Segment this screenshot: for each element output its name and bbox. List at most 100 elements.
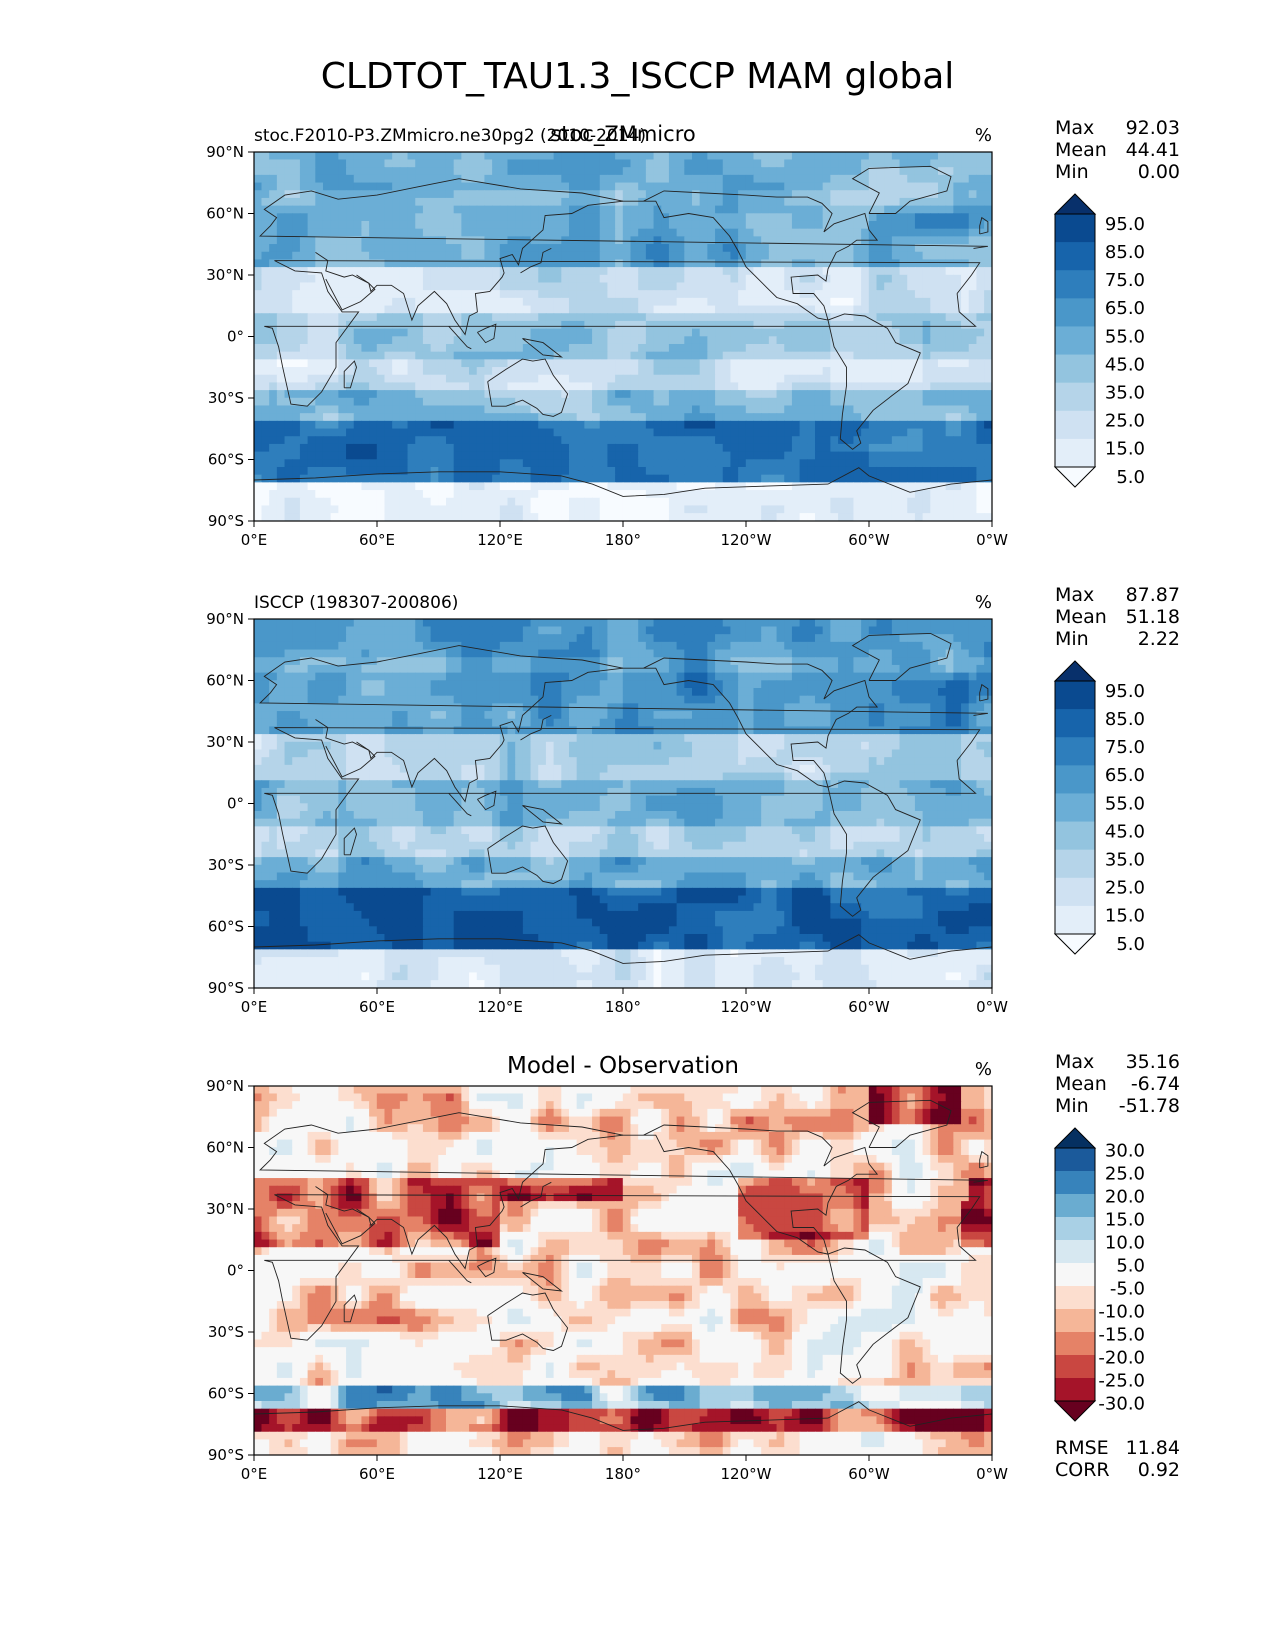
field-cell [676, 267, 685, 276]
field-cell [645, 313, 655, 322]
field-cell [284, 205, 293, 214]
field-cell [715, 259, 724, 268]
field-cell [469, 236, 478, 245]
field-cell [776, 205, 785, 214]
field-cell [576, 213, 585, 222]
field-cell [622, 328, 632, 337]
field-cell [768, 251, 778, 261]
field-cell [630, 190, 639, 199]
field-cell [814, 220, 824, 230]
field-cell [353, 259, 363, 268]
field-cell [284, 197, 293, 207]
field-cell [384, 259, 393, 268]
field-cell [922, 220, 931, 230]
field-cell [707, 282, 716, 291]
field-cell [738, 374, 747, 384]
field-cell [691, 259, 701, 268]
field-cell [622, 159, 632, 168]
field-cell [930, 374, 939, 384]
field-cell [922, 320, 931, 330]
field-cell [522, 634, 532, 643]
field-cell [868, 359, 878, 368]
field-cell [861, 274, 870, 284]
field-cell [392, 244, 401, 253]
field-cell [691, 267, 701, 276]
field-cell [284, 313, 293, 322]
field-cell [937, 351, 947, 360]
field-cell [945, 152, 954, 161]
field-cell [768, 259, 778, 268]
field-cell [853, 274, 862, 284]
field-cell [845, 167, 855, 176]
field-cell [968, 359, 978, 368]
field-cell [730, 313, 739, 322]
field-cell [530, 182, 539, 191]
field-cell [799, 244, 808, 253]
field-cell [338, 290, 347, 299]
field-cell [307, 174, 316, 184]
field-cell [937, 205, 947, 214]
field-cell [307, 619, 316, 628]
field-cell [353, 159, 363, 168]
field-cell [676, 328, 685, 337]
field-cell [653, 228, 662, 237]
field-cell [399, 167, 409, 176]
field-cell [768, 205, 778, 214]
field-cell [645, 174, 655, 184]
field-cell [607, 359, 616, 368]
field-cell [392, 174, 401, 184]
field-cell [645, 228, 655, 237]
field-cell [553, 152, 562, 161]
field-cell [522, 152, 532, 161]
field-cell [707, 351, 716, 360]
field-cell [822, 251, 831, 261]
field-cell [568, 367, 578, 376]
field-cell [376, 619, 386, 628]
field-cell [838, 305, 847, 314]
field-cell [984, 244, 992, 253]
field-cell [499, 190, 509, 199]
field-cell [691, 305, 701, 314]
field-cell [668, 174, 678, 184]
field-cell [745, 320, 755, 330]
field-cell [353, 220, 363, 230]
field-cell [515, 634, 524, 643]
field-cell [322, 634, 332, 643]
field-cell [645, 359, 655, 368]
field-cell [453, 626, 462, 635]
field-cell [884, 328, 893, 337]
field-cell [661, 220, 670, 230]
field-cell [438, 220, 447, 230]
field-cell [599, 328, 609, 337]
field-cell [753, 343, 762, 353]
field-cell [761, 313, 770, 322]
field-cell [899, 626, 908, 635]
field-cell [445, 351, 455, 360]
field-cell [799, 626, 808, 635]
field-cell [615, 182, 624, 191]
field-cell [930, 167, 939, 176]
field-cell [299, 213, 309, 222]
field-cell [453, 213, 462, 222]
field-cell [776, 174, 785, 184]
field-cell [545, 320, 555, 330]
field-cell [653, 351, 662, 360]
field-cell [276, 190, 286, 199]
field-cell [254, 267, 263, 276]
field-cell [469, 634, 478, 643]
field-cell [261, 159, 270, 168]
field-cell [269, 336, 278, 345]
field-cell [315, 367, 324, 376]
field-cell [622, 359, 632, 368]
field-cell [707, 220, 716, 230]
field-cell [307, 267, 316, 276]
field-cell [461, 336, 470, 345]
field-cell [399, 282, 409, 291]
field-cell [330, 274, 339, 284]
field-cell [330, 152, 339, 161]
field-cell [346, 152, 355, 161]
field-cell [553, 274, 562, 284]
field-cell [876, 351, 885, 360]
field-cell [753, 182, 762, 191]
field-cell [715, 244, 724, 253]
